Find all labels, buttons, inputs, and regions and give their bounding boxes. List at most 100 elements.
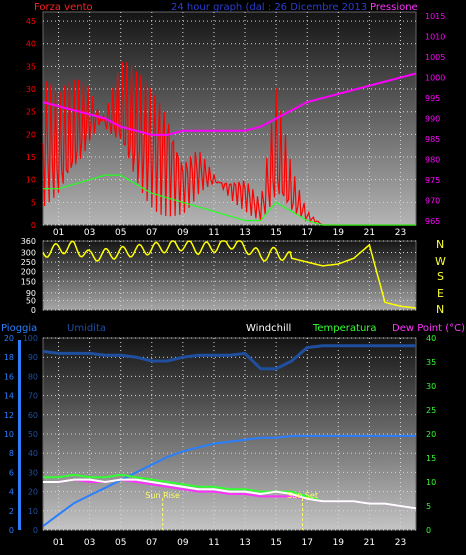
pressure-tick-label: 1005 (425, 53, 445, 62)
rain-tick-label: 12 (4, 411, 14, 420)
series-line (42, 434, 416, 528)
wind-tick-label: 25 (26, 108, 36, 117)
x-tick-label: 09 (177, 228, 189, 238)
wind-tick-label: 45 (26, 17, 36, 26)
rain-tick-label: 0 (9, 526, 14, 535)
wind-tick-label: 30 (26, 85, 36, 94)
x-tick-label: 13 (239, 538, 250, 548)
x-tick-label: 05 (115, 538, 126, 548)
humidity-tick-label: 60 (28, 411, 38, 420)
pressure-axis-label: Pressione (370, 2, 418, 13)
x-tick-label: 07 (146, 228, 157, 238)
compass-n-bottom: N (436, 303, 444, 316)
x-tick-label: 11 (208, 228, 219, 238)
temperature-tick-label: 5 (426, 502, 431, 511)
direction-tick-label: 0 (31, 306, 36, 315)
x-tick-label: 07 (146, 538, 157, 548)
x-tick-label: 19 (333, 228, 345, 238)
x-tick-label: 23 (395, 228, 406, 238)
wind-tick-label: 40 (26, 40, 36, 49)
pressure-tick-label: 995 (425, 94, 440, 103)
rain-tick-label: 4 (9, 488, 14, 497)
temperature-label: Temperatura (312, 323, 377, 334)
direction-tick-label: 300 (21, 249, 36, 258)
wind-tick-label: 20 (26, 130, 36, 139)
temperature-tick-label: 35 (426, 358, 436, 367)
x-tick-label: 09 (177, 538, 189, 548)
humidity-tick-label: 50 (28, 430, 38, 439)
sun-marker-label: Sun Rise (145, 491, 180, 500)
direction-tick-label: 200 (21, 268, 36, 277)
pressure-tick-label: 980 (425, 155, 440, 164)
series-line (43, 478, 417, 510)
series-line (43, 174, 416, 226)
compass-e: E (437, 287, 444, 300)
rain-axis-label: Pioggia (1, 323, 37, 334)
wind-tick-label: 10 (26, 176, 36, 185)
panel3-background (42, 337, 417, 531)
humidity-tick-label: 10 (28, 507, 38, 516)
x-tick-label: 01 (53, 538, 64, 548)
x-tick-label: 11 (208, 538, 219, 548)
compass-s: S (437, 270, 444, 283)
x-tick-label: 01 (53, 228, 64, 238)
rain-tick-label: 14 (4, 392, 14, 401)
humidity-tick-label: 90 (28, 353, 38, 362)
humidity-tick-label: 40 (28, 449, 38, 458)
humidity-tick-label: 0 (33, 526, 38, 535)
x-tick-label: 21 (364, 228, 375, 238)
temperature-tick-label: 25 (426, 406, 436, 415)
wind-tick-label: 35 (26, 62, 36, 71)
rain-tick-label: 6 (9, 468, 14, 477)
wind-axis-label: Forza vento (34, 2, 93, 13)
x-tick-label: 03 (84, 228, 95, 238)
rain-tick-label: 2 (9, 507, 14, 516)
direction-tick-label: 50 (26, 296, 36, 305)
x-tick-label: 17 (301, 228, 312, 238)
humidity-axis-label: Umidita (67, 323, 106, 334)
x-tick-label: 13 (239, 228, 250, 238)
temperature-tick-label: 20 (426, 430, 436, 439)
direction-tick-label: 250 (21, 258, 36, 267)
chart-title: 24 hour graph (dal : 26 Dicembre 2013 (171, 2, 367, 13)
sun-marker-label: Sun Set (287, 491, 318, 500)
direction-tick-label: 150 (21, 277, 36, 286)
wind-tick-label: 0 (31, 221, 36, 230)
pressure-tick-label: 965 (425, 217, 440, 226)
x-tick-label: 15 (270, 228, 281, 238)
wind-tick-label: 5 (31, 198, 36, 207)
rain-tick-label: 16 (4, 372, 14, 381)
pressure-tick-label: 1000 (425, 74, 445, 83)
x-tick-label: 15 (270, 538, 281, 548)
direction-tick-label: 90 (26, 289, 36, 298)
compass-n-top: N (436, 238, 444, 251)
temperature-tick-label: 40 (426, 334, 436, 343)
x-tick-label: 21 (364, 538, 375, 548)
pressure-tick-label: 975 (425, 176, 440, 185)
x-tick-label: 03 (84, 538, 95, 548)
pressure-tick-label: 970 (425, 196, 440, 205)
humidity-tick-label: 80 (28, 372, 38, 381)
wind-tick-label: 15 (26, 153, 36, 162)
series-line (42, 344, 416, 371)
x-tick-label: 23 (395, 538, 406, 548)
pressure-tick-label: 985 (425, 135, 440, 144)
x-tick-label: 05 (115, 228, 126, 238)
dewpoint-label: Dew Point (°C) (392, 323, 465, 334)
humidity-tick-label: 20 (28, 488, 38, 497)
series-line (42, 72, 417, 136)
series-layer (42, 61, 417, 530)
x-tick-label: 19 (333, 538, 345, 548)
direction-tick-label: 360 (21, 237, 36, 246)
rain-tick-label: 10 (4, 430, 14, 439)
rain-tick-label: 20 (4, 334, 14, 343)
temperature-tick-label: 15 (426, 454, 436, 463)
humidity-tick-label: 100 (23, 334, 38, 343)
windchill-label: Windchill (246, 323, 291, 334)
humidity-tick-label: 30 (28, 468, 38, 477)
temperature-tick-label: 0 (426, 526, 431, 535)
temperature-tick-label: 30 (426, 382, 436, 391)
panel2-background (42, 240, 417, 311)
